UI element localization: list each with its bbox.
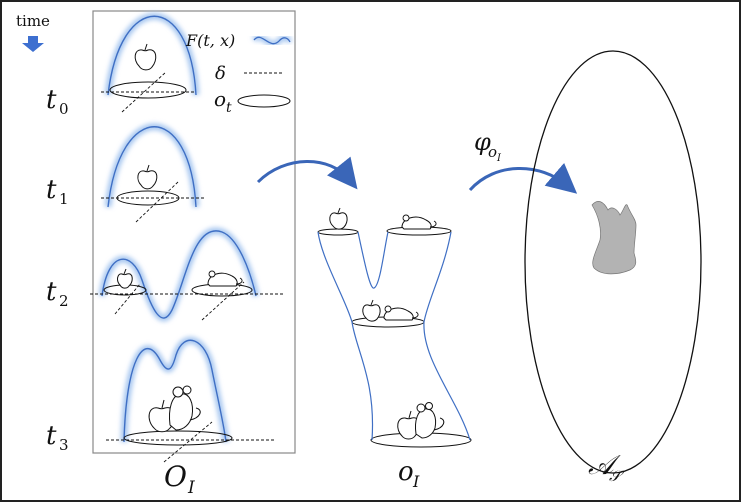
right-label: 𝒜 𝒮 xyxy=(588,450,625,485)
mouse-icon xyxy=(415,402,445,439)
svg-text:I: I xyxy=(412,472,420,491)
apple-icon xyxy=(134,43,157,71)
svg-text:t: t xyxy=(46,277,57,307)
apple-icon xyxy=(117,268,133,289)
legend-observation-ellipse xyxy=(237,94,291,108)
curved-arrow-2 xyxy=(468,162,578,194)
middle-structure xyxy=(317,207,472,448)
row-t3 xyxy=(106,336,276,463)
field-curve xyxy=(107,15,197,96)
apple-icon xyxy=(397,410,420,440)
row-t1 xyxy=(101,123,204,223)
funnel-right-outline xyxy=(423,231,471,441)
time-step-1: t 1 xyxy=(46,175,69,208)
svg-text:I: I xyxy=(496,153,502,164)
attractor-set-ellipse xyxy=(524,50,702,474)
svg-text:I: I xyxy=(187,478,195,498)
mouse-icon xyxy=(169,385,201,431)
observation-ellipse xyxy=(123,430,233,446)
svg-text:1: 1 xyxy=(59,190,69,208)
svg-text:φ: φ xyxy=(474,128,491,156)
left-panel-label: O I xyxy=(164,460,195,498)
gray-blob xyxy=(591,201,637,275)
svg-text:t: t xyxy=(46,175,57,205)
left-panel xyxy=(92,10,296,454)
mouse-icon xyxy=(383,305,419,321)
middle-label: o I xyxy=(398,457,420,491)
time-label: time xyxy=(16,12,50,30)
apple-icon xyxy=(329,207,348,230)
row-t0 xyxy=(101,13,200,113)
svg-text:o: o xyxy=(488,143,497,161)
mouse-icon xyxy=(207,270,243,287)
field-curve xyxy=(123,339,227,443)
field-curve xyxy=(101,230,257,319)
svg-text:2: 2 xyxy=(59,292,69,310)
legend-delta-label: δ xyxy=(215,63,226,84)
svg-text:t: t xyxy=(226,100,232,116)
legend-field-label: F(t, x) xyxy=(185,31,235,50)
time-step-0: t 0 xyxy=(46,85,69,118)
svg-text:O: O xyxy=(164,460,187,493)
curved-arrow-1 xyxy=(256,156,358,190)
map-label: φ o I xyxy=(474,128,502,164)
time-step-2: t 2 xyxy=(46,277,69,310)
field-curve xyxy=(107,126,197,208)
apple-icon xyxy=(137,164,158,190)
row-t2 xyxy=(90,227,283,322)
observation-ellipse xyxy=(109,81,187,99)
svg-text:t: t xyxy=(46,85,57,115)
legend-observation-label: o xyxy=(214,87,226,111)
svg-text:o: o xyxy=(398,457,414,487)
legend: F(t, x) δ o t xyxy=(185,31,293,116)
funnel-left-outline xyxy=(317,231,374,441)
time-arrow-icon xyxy=(22,36,44,52)
time-step-3: t 3 xyxy=(46,421,69,454)
mouse-icon xyxy=(401,214,437,230)
funnel-inner-left xyxy=(357,231,389,289)
apple-icon xyxy=(148,399,176,433)
svg-text:0: 0 xyxy=(59,100,69,118)
legend-field-curve xyxy=(253,36,291,45)
svg-text:t: t xyxy=(46,421,57,451)
top-left-ellipse xyxy=(317,228,359,236)
apple-icon xyxy=(362,299,381,322)
svg-text:3: 3 xyxy=(59,436,69,454)
svg-text:𝒮: 𝒮 xyxy=(609,467,625,485)
